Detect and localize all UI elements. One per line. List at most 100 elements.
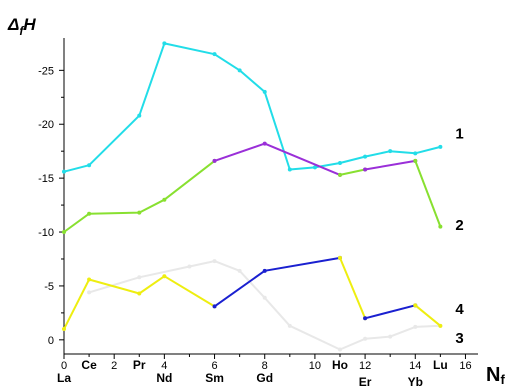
series-3-point bbox=[212, 259, 217, 264]
x-tick-label: 8 bbox=[262, 360, 268, 372]
x-tick-label: 0 bbox=[61, 360, 67, 372]
curve-label-4: 4 bbox=[455, 301, 464, 318]
series-3-point bbox=[187, 264, 192, 269]
y-tick-label: -20 bbox=[38, 119, 54, 131]
series-4-point bbox=[87, 277, 92, 282]
series-2-point bbox=[87, 211, 92, 216]
y-tick-label: 0 bbox=[48, 335, 54, 347]
series-1-point bbox=[388, 149, 393, 154]
y-tick-label: -10 bbox=[38, 227, 54, 239]
x-tick-label: 4 bbox=[161, 360, 167, 372]
series-1-point bbox=[338, 161, 342, 166]
series-4-line bbox=[339, 257, 367, 319]
x-tick-label: 16 bbox=[459, 360, 471, 372]
series-4-point bbox=[162, 274, 167, 279]
series-3-point bbox=[363, 336, 368, 341]
series-1-point bbox=[87, 163, 92, 168]
series-4-point bbox=[212, 304, 217, 309]
series-4-line bbox=[213, 256, 341, 308]
element-label-pr: Pr bbox=[133, 358, 146, 372]
element-label-er: Er bbox=[359, 375, 372, 387]
y-tick-label: -25 bbox=[38, 65, 54, 77]
element-label-yb: Yb bbox=[408, 375, 423, 387]
series-3 bbox=[87, 259, 443, 352]
element-label-lu: Lu bbox=[433, 358, 448, 372]
series-4-point bbox=[363, 316, 368, 321]
element-label-ce: Ce bbox=[81, 358, 97, 372]
axes bbox=[59, 38, 478, 359]
y-axis-title-text: ΔfH bbox=[7, 15, 36, 38]
series-4-point bbox=[62, 327, 66, 332]
series-1-line bbox=[63, 42, 441, 173]
series-2-point bbox=[62, 230, 66, 235]
series-2-point bbox=[338, 172, 342, 177]
series-3-point bbox=[262, 295, 267, 300]
series-2-line bbox=[364, 159, 416, 171]
series-1-point bbox=[438, 144, 443, 149]
y-tick-label: -15 bbox=[38, 173, 54, 185]
series-4-point bbox=[262, 268, 267, 273]
series-2-line bbox=[214, 142, 341, 176]
curve-labels: 1 2 3 4 bbox=[455, 125, 464, 347]
series-1 bbox=[62, 41, 443, 174]
series-1-point bbox=[62, 169, 66, 174]
element-label-la: La bbox=[57, 371, 71, 385]
series-1-point bbox=[237, 68, 242, 73]
series-4-point bbox=[413, 303, 418, 308]
series-1-point bbox=[413, 151, 418, 156]
series-1-point bbox=[363, 154, 368, 159]
x-tick-label: 6 bbox=[211, 360, 217, 372]
series-4-point bbox=[338, 255, 342, 260]
series-3-point bbox=[338, 347, 342, 352]
series-group bbox=[62, 41, 443, 352]
series-1-point bbox=[137, 113, 142, 118]
series-2-point bbox=[363, 167, 368, 172]
element-labels: La Ce Pr Nd Sm Gd Ho Er Yb Lu bbox=[57, 358, 448, 387]
y-tick-label: -5 bbox=[44, 281, 54, 293]
series-4-point bbox=[137, 291, 142, 296]
curve-label-3: 3 bbox=[455, 330, 463, 347]
x-tick-label: 14 bbox=[409, 360, 421, 372]
series-3-point bbox=[137, 275, 142, 280]
series-1-point bbox=[287, 167, 292, 172]
series-2-point bbox=[413, 158, 418, 163]
curve-label-1: 1 bbox=[455, 125, 463, 142]
element-label-nd: Nd bbox=[156, 371, 172, 385]
element-label-sm: Sm bbox=[205, 371, 224, 385]
series-2-point bbox=[162, 197, 167, 202]
element-label-gd: Gd bbox=[256, 371, 273, 385]
series-4-line bbox=[364, 304, 416, 320]
series-2-line bbox=[63, 160, 216, 233]
x-tick-label: 10 bbox=[309, 360, 321, 372]
series-1-point bbox=[212, 52, 217, 57]
series-4-line bbox=[414, 304, 442, 327]
series-4-line bbox=[63, 275, 216, 330]
series-2-point bbox=[438, 224, 443, 229]
series-1-point bbox=[162, 41, 167, 46]
series-2 bbox=[62, 141, 443, 235]
series-4-point bbox=[438, 323, 443, 328]
series-2-line bbox=[414, 160, 442, 227]
x-axis-title-text: Nf bbox=[486, 364, 505, 387]
series-2-point bbox=[137, 210, 142, 215]
series-3-line bbox=[88, 260, 441, 351]
x-tick-label: 12 bbox=[359, 360, 371, 372]
series-1-point bbox=[312, 165, 317, 170]
series-4 bbox=[62, 255, 443, 332]
x-tick-label: 2 bbox=[111, 360, 117, 372]
series-2-point bbox=[212, 158, 217, 163]
series-2-line bbox=[339, 168, 366, 176]
series-3-point bbox=[287, 323, 292, 328]
series-1-point bbox=[262, 89, 267, 94]
series-3-point bbox=[388, 334, 393, 339]
series-2-point bbox=[262, 141, 267, 146]
y-axis-title: ΔfH bbox=[7, 15, 36, 38]
series-3-point bbox=[413, 324, 418, 329]
x-axis-title: Nf bbox=[486, 364, 505, 387]
element-label-ho: Ho bbox=[332, 358, 348, 372]
tick-labels: 0-5-10-15-20-250 2 4 6 8 10 12 14 16 bbox=[38, 65, 471, 372]
series-3-point bbox=[237, 268, 242, 273]
curve-label-2: 2 bbox=[455, 217, 463, 234]
series-3-point bbox=[87, 290, 92, 295]
